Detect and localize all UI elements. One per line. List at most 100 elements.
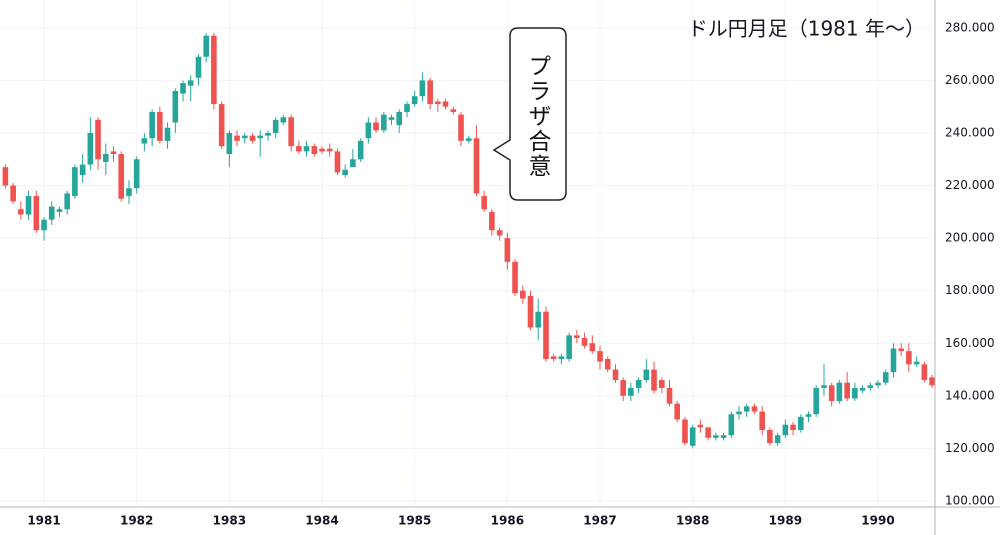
y-tick-label: 280.000 bbox=[945, 20, 995, 34]
candle-body bbox=[705, 427, 711, 438]
candle-body bbox=[41, 219, 47, 231]
candle-body bbox=[689, 427, 696, 446]
x-tick-label: 1989 bbox=[769, 514, 802, 528]
candle-body bbox=[288, 117, 294, 147]
candle-body bbox=[697, 424, 704, 428]
candle-body bbox=[56, 209, 63, 212]
candle-body bbox=[597, 351, 603, 362]
candle-body bbox=[473, 138, 480, 194]
candle-body bbox=[512, 261, 518, 294]
candle-body bbox=[898, 348, 904, 352]
candle-body bbox=[682, 419, 688, 444]
candle-body bbox=[110, 151, 117, 155]
candle-body bbox=[10, 185, 16, 202]
candle-body bbox=[373, 122, 379, 131]
candle-body bbox=[659, 380, 665, 388]
candle-body bbox=[133, 159, 140, 189]
candle-body bbox=[411, 96, 418, 105]
candle-body bbox=[334, 151, 341, 173]
candle-body bbox=[852, 387, 858, 399]
callout bbox=[492, 27, 567, 201]
candle-body bbox=[635, 380, 642, 388]
candle-body bbox=[450, 109, 457, 112]
candle-body bbox=[913, 361, 920, 365]
candle-body bbox=[118, 154, 125, 199]
candle-body bbox=[890, 348, 897, 373]
candle-body bbox=[651, 369, 657, 391]
candle-body bbox=[388, 117, 395, 120]
candle-body bbox=[743, 406, 750, 412]
candle-body bbox=[226, 132, 233, 155]
x-tick-label: 1982 bbox=[120, 514, 153, 528]
candle-body bbox=[720, 435, 727, 438]
candle-body bbox=[543, 311, 549, 360]
y-tick-label: 200.000 bbox=[945, 231, 995, 245]
candle-body bbox=[195, 56, 202, 78]
candle-body bbox=[566, 335, 572, 360]
candle-body bbox=[782, 424, 789, 436]
candle-body bbox=[157, 111, 163, 141]
candle-body bbox=[867, 385, 874, 388]
candle-body bbox=[736, 411, 742, 415]
candle-body bbox=[767, 429, 773, 444]
candle-body bbox=[906, 351, 912, 365]
candle-body bbox=[504, 238, 511, 262]
candle-body bbox=[666, 387, 673, 404]
candle-body bbox=[265, 132, 271, 136]
candle-body bbox=[458, 114, 464, 141]
candle-body bbox=[774, 435, 781, 444]
y-tick-label: 140.000 bbox=[945, 388, 995, 402]
candle-body bbox=[33, 196, 40, 231]
candle-body bbox=[574, 335, 580, 338]
candle-body bbox=[79, 164, 86, 176]
x-tick-label: 1983 bbox=[213, 514, 246, 528]
y-tick-label: 240.000 bbox=[945, 125, 995, 139]
candle-body bbox=[612, 369, 619, 381]
candle-body bbox=[558, 356, 565, 360]
candle-body bbox=[48, 206, 55, 220]
candle-body bbox=[272, 119, 279, 133]
candle-body bbox=[25, 196, 32, 215]
candle-body bbox=[929, 377, 935, 386]
chart-title: ドル円月足（1981 年〜） bbox=[688, 17, 925, 41]
x-tick-label: 1985 bbox=[398, 514, 431, 528]
candle-body bbox=[357, 140, 364, 160]
candle-body bbox=[527, 295, 534, 328]
candle-body bbox=[628, 387, 634, 396]
candle-body bbox=[882, 372, 889, 383]
candle-body bbox=[713, 435, 719, 438]
candle-body bbox=[396, 111, 403, 126]
candle-body bbox=[141, 138, 148, 144]
annotation: プラザ合意 bbox=[524, 53, 550, 179]
candle-body bbox=[427, 80, 433, 105]
candle-body bbox=[751, 406, 758, 412]
candle-body bbox=[164, 127, 171, 141]
candle-body bbox=[836, 382, 843, 402]
candle-body bbox=[172, 90, 179, 123]
candle-body bbox=[319, 148, 325, 152]
candle-body bbox=[859, 387, 866, 391]
candle-body bbox=[126, 188, 132, 197]
candle-body bbox=[87, 132, 94, 165]
candle-body bbox=[844, 382, 850, 399]
candle-body bbox=[404, 104, 410, 112]
candle-body bbox=[620, 380, 626, 396]
candle-body bbox=[496, 230, 503, 236]
candle-body bbox=[442, 101, 449, 107]
candle-body bbox=[535, 311, 542, 328]
x-tick-label: 1981 bbox=[27, 514, 60, 528]
candle-body bbox=[311, 146, 318, 155]
candle-body bbox=[813, 387, 820, 415]
y-tick-label: 180.000 bbox=[945, 283, 995, 297]
candle-body bbox=[465, 138, 472, 141]
candle-body bbox=[550, 356, 557, 360]
x-tick-label: 1987 bbox=[583, 514, 616, 528]
candle-body bbox=[921, 364, 928, 381]
candle-body bbox=[674, 403, 681, 420]
y-tick-label: 160.000 bbox=[945, 336, 995, 350]
candle-body bbox=[381, 114, 387, 131]
candle-body bbox=[589, 343, 596, 352]
candle-body bbox=[296, 146, 302, 152]
